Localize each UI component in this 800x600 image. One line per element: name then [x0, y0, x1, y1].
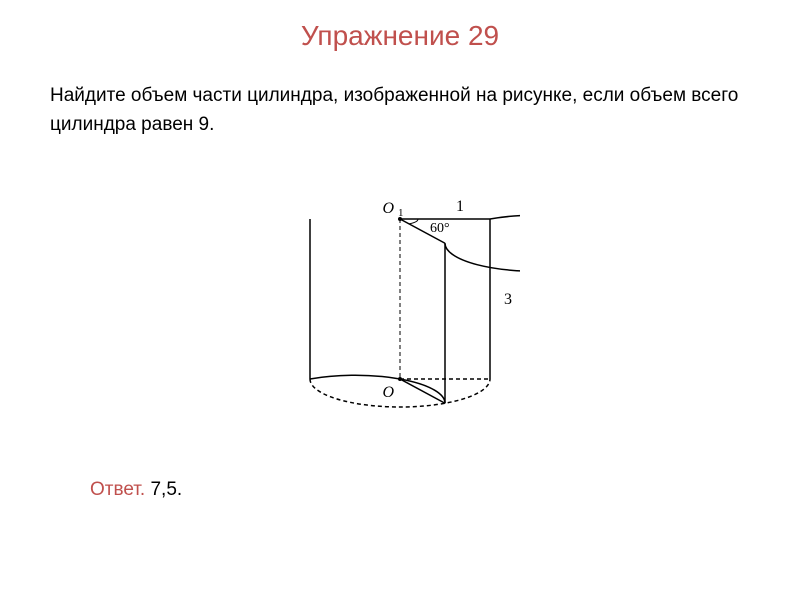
- exercise-title: Упражнение 29: [0, 0, 800, 52]
- answer-container: Ответ. 7,5.: [0, 449, 800, 501]
- svg-text:1: 1: [456, 198, 464, 215]
- figure-container: O1О160°3: [0, 159, 800, 449]
- answer-value: 7,5.: [150, 479, 182, 500]
- cylinder-diagram: O1О160°3: [280, 169, 520, 429]
- svg-text:О: О: [382, 384, 394, 401]
- svg-text:60°: 60°: [430, 221, 450, 236]
- svg-text:1: 1: [398, 207, 404, 219]
- problem-statement: Найдите объем части цилиндра, изображенн…: [0, 52, 800, 159]
- svg-text:O: O: [382, 200, 394, 217]
- svg-text:3: 3: [504, 291, 512, 308]
- answer-label: Ответ.: [90, 479, 145, 500]
